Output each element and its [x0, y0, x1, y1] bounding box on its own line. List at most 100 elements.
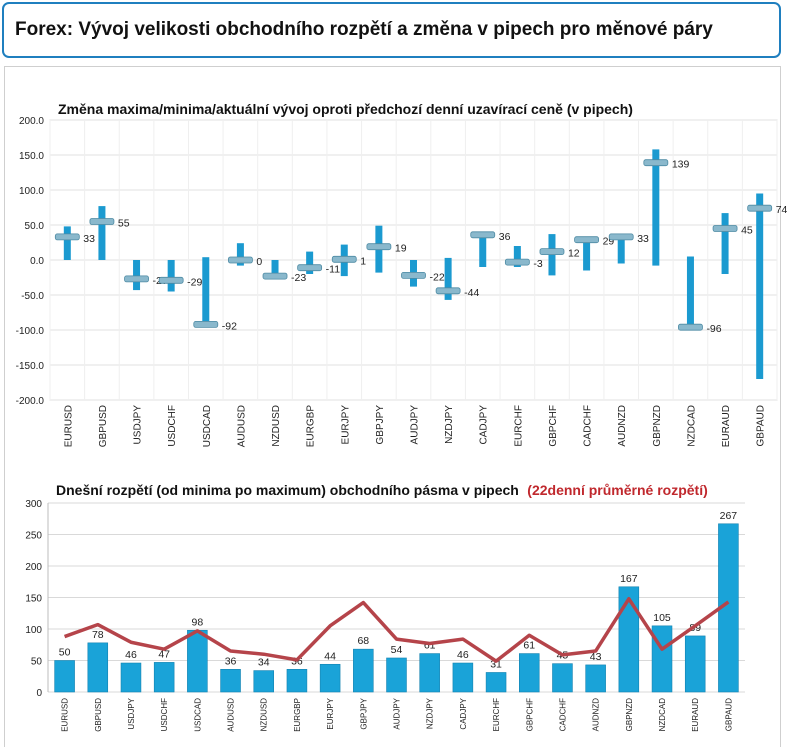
chart2-bar — [319, 663, 341, 693]
page-title: Forex: Vývoj velikosti obchodního rozpět… — [15, 19, 713, 40]
chart1-x-label: USDJPY — [133, 405, 144, 445]
chart1-range-bar — [306, 251, 314, 274]
chart2-value-label: 43 — [590, 651, 602, 663]
chart1-range-bar — [617, 234, 625, 264]
chart2-bar — [286, 669, 308, 693]
chart1-current-marker — [747, 204, 773, 212]
chart2-x-label: AUDNZD — [592, 698, 601, 732]
chart2-bar — [618, 586, 640, 693]
chart1-range-bar — [98, 206, 106, 260]
chart1-value-label: -22 — [430, 271, 445, 283]
chart2-x-label: EURAUD — [691, 698, 700, 732]
chart1-current-marker — [366, 243, 392, 251]
chart1-x-label: GBPNZD — [652, 405, 663, 447]
chart1-x-label: EURUSD — [63, 405, 74, 447]
chart1-current-marker — [193, 320, 219, 328]
chart1-range-bar — [721, 213, 729, 274]
chart1-x-label: NZDJPY — [444, 405, 455, 444]
chart2-value-label: 44 — [324, 650, 336, 662]
chart1-range-bar — [652, 149, 660, 266]
chart1-current-marker — [539, 248, 565, 256]
chart1-x-label: USDCHF — [167, 405, 178, 447]
chart1-x-label: EURGBP — [306, 405, 317, 448]
chart1-y-tick: -150.0 — [16, 361, 45, 372]
chart1-value-label: -92 — [222, 320, 237, 332]
chart1-x-label: GBPAUD — [756, 405, 767, 447]
chart1-range-bar — [686, 256, 694, 328]
chart1-current-marker — [331, 255, 357, 263]
chart2-bar — [585, 664, 606, 693]
chart1-current-marker — [435, 287, 461, 295]
chart2-y-tick: 300 — [25, 499, 42, 510]
chart2-value-label: 46 — [457, 649, 469, 661]
chart2-bar — [253, 670, 274, 693]
chart1-current-marker — [401, 271, 426, 279]
chart2-x-label: AUDJPY — [393, 697, 402, 729]
chart1-x-label: USDCAD — [202, 405, 213, 447]
chart2-x-label: USDCHF — [160, 698, 169, 731]
chart1-x-label: GBPCHF — [548, 405, 559, 447]
chart1-value-label: 33 — [83, 233, 95, 245]
chart2-plot: 300 250 200 150 100 50 0 50 EURUSD 78 GBPUSD 46 USDJ… — [25, 499, 745, 732]
chart2-bar — [552, 663, 573, 693]
chart1-current-marker — [262, 272, 288, 280]
chart1-y-tick: 100.0 — [19, 186, 44, 197]
chart1-x-label: AUDJPY — [410, 405, 421, 445]
chart1-current-marker — [124, 275, 149, 283]
chart1-x-label: CADJPY — [479, 405, 490, 445]
chart2-value-label: 61 — [424, 640, 436, 652]
chart1-range-bar — [63, 226, 71, 260]
chart1-value-label: -29 — [187, 276, 202, 288]
chart1-x-label: AUDNZD — [617, 405, 628, 447]
chart2-value-label: 31 — [490, 658, 502, 670]
chart1-x-label: AUDUSD — [236, 405, 247, 447]
chart1-range-bar — [513, 246, 521, 267]
chart1-value-label: -11 — [326, 264, 341, 276]
chart2-title-group: Dnešní rozpětí (od minima po maximum) ob… — [56, 482, 708, 499]
chart1-current-marker — [608, 233, 634, 241]
chart1-value-label: -44 — [464, 287, 479, 299]
chart1-x-label: NZDUSD — [271, 405, 282, 447]
chart1-value-label: -23 — [291, 272, 306, 284]
chart1-value-label: -96 — [706, 323, 721, 335]
chart2-x-label: NZDJPY — [426, 697, 435, 729]
chart1-x-label: EURCHF — [513, 405, 524, 447]
chart1-value-label: 0 — [256, 256, 262, 268]
chart1-value-label: 74 — [776, 204, 787, 216]
chart2-value-label: 267 — [720, 510, 738, 522]
chart1-range-bar — [271, 260, 279, 279]
chart2-y-tick: 100 — [25, 625, 42, 636]
chart1-y-tick: -200.0 — [16, 396, 45, 407]
header-box: Forex: Vývoj velikosti obchodního rozpět… — [2, 2, 781, 58]
chart1-y-tick: 0.0 — [30, 256, 44, 267]
chart1-value-label: 12 — [568, 248, 580, 260]
chart2-bar — [54, 660, 75, 693]
chart1-current-marker — [89, 218, 115, 225]
chart1-value-label: -3 — [533, 258, 542, 270]
chart2-x-label: AUDUSD — [227, 698, 236, 732]
chart2-bar — [519, 653, 540, 693]
chart2-value-label: 47 — [158, 648, 170, 660]
chart1-current-marker — [678, 323, 703, 331]
chart2-x-label: USDJPY — [127, 697, 136, 729]
chart1-y-tick: -50.0 — [21, 291, 44, 302]
chart2-bar — [452, 662, 474, 693]
chart1-value-label: 55 — [118, 218, 130, 230]
chart1-value-label: 33 — [637, 233, 649, 245]
chart1-y-tick: -100.0 — [16, 326, 45, 337]
chart2-bar — [153, 662, 175, 693]
chart1-current-marker — [643, 159, 669, 167]
chart1-range-bar — [236, 243, 244, 266]
chart2-x-label: EURUSD — [61, 698, 70, 732]
chart1-value-label: 19 — [395, 243, 407, 255]
chart1-range-bar — [583, 239, 591, 271]
chart1-current-marker — [574, 236, 599, 244]
chart2-value-label: 54 — [391, 644, 403, 656]
chart2-value-label: 105 — [653, 612, 671, 624]
chart1-title: Změna maxima/minima/aktuální vývoj oprot… — [58, 101, 633, 117]
chart1-y-tick: 200.0 — [19, 116, 44, 127]
chart2-y-tick: 150 — [25, 594, 42, 605]
chart1-value-label: 36 — [499, 231, 511, 243]
chart2-value-label: 68 — [357, 635, 369, 647]
